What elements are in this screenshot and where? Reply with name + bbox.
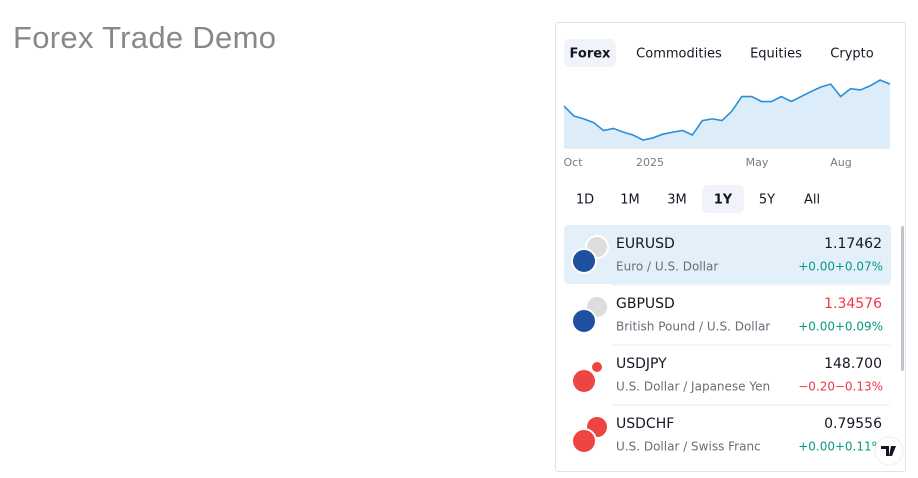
range-button[interactable]: All xyxy=(804,193,820,208)
flag-base xyxy=(571,368,597,394)
row-price: 0.79556 xyxy=(824,416,882,432)
row-symbol[interactable]: GBPUSD xyxy=(616,296,675,312)
scrollbar xyxy=(901,226,904,371)
market-widget xyxy=(555,22,906,472)
row-change-pct: +0.07% xyxy=(835,260,883,274)
flag-base xyxy=(571,248,597,274)
tv-logo xyxy=(881,446,896,456)
tab[interactable]: Crypto xyxy=(830,47,873,62)
flag-base xyxy=(571,428,597,454)
row-change-pct: +0.11% xyxy=(835,440,883,454)
row-change: +0.00 xyxy=(798,320,835,334)
range-button[interactable]: 1D xyxy=(576,193,594,208)
range-button[interactable]: 5Y xyxy=(759,193,775,208)
row-description: U.S. Dollar / Swiss Franc xyxy=(616,440,761,454)
tab[interactable]: Equities xyxy=(750,47,802,62)
row-price: 1.34576 xyxy=(824,296,882,312)
x-axis-label: Aug xyxy=(830,156,851,169)
row-price: 1.17462 xyxy=(824,236,882,252)
row-description: British Pound / U.S. Dollar xyxy=(616,320,770,334)
flag-sun xyxy=(592,362,602,372)
range-selected-bg xyxy=(702,185,744,213)
page-title: Forex Trade Demo xyxy=(13,20,277,55)
row-change-pct: +0.09% xyxy=(835,320,883,334)
flag-base xyxy=(571,308,597,334)
range-button[interactable]: 1M xyxy=(620,193,640,208)
tab-selected-bg xyxy=(564,39,616,67)
row-symbol[interactable]: USDCHF xyxy=(616,416,674,432)
row-change: +0.00 xyxy=(798,260,835,274)
row-symbol[interactable]: EURUSD xyxy=(616,236,675,252)
range-button[interactable]: 1Y xyxy=(714,193,733,208)
chart-area xyxy=(564,80,890,148)
row-change: +0.00 xyxy=(798,440,835,454)
row-symbol[interactable]: USDJPY xyxy=(616,356,667,372)
x-axis-label: 2025 xyxy=(636,156,664,169)
chart-line xyxy=(563,79,891,141)
row-change: −0.20 xyxy=(798,380,835,394)
x-axis-label: Oct xyxy=(563,156,583,169)
x-axis-label: May xyxy=(746,156,769,169)
tab[interactable]: Forex xyxy=(570,47,612,62)
row-highlight xyxy=(564,225,891,284)
row-change-pct: −0.13% xyxy=(835,380,883,394)
row-price: 148.700 xyxy=(824,356,882,372)
tab[interactable]: Commodities xyxy=(636,47,722,62)
range-button[interactable]: 3M xyxy=(667,193,687,208)
row-description: U.S. Dollar / Japanese Yen xyxy=(616,380,770,394)
row-description: Euro / U.S. Dollar xyxy=(616,260,718,274)
